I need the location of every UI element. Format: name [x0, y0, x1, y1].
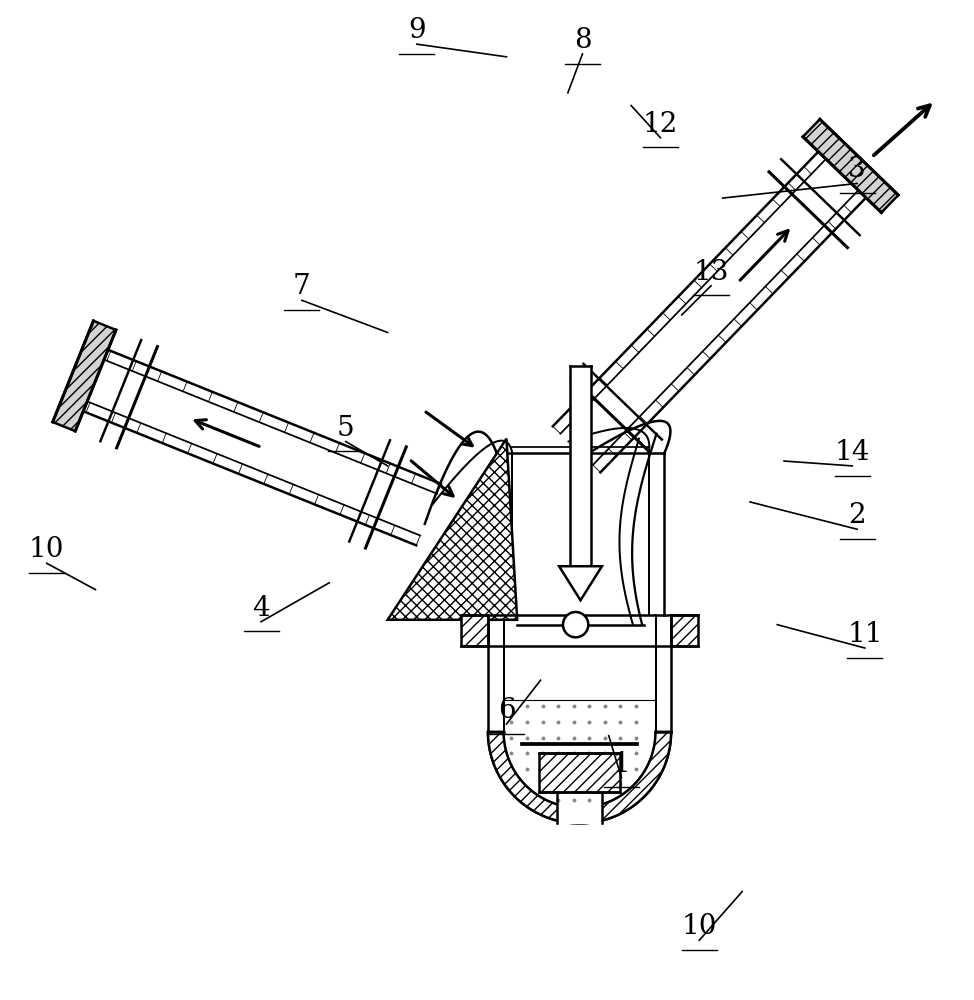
Polygon shape	[488, 615, 671, 732]
Text: 10: 10	[682, 913, 717, 940]
Polygon shape	[539, 753, 620, 792]
Text: 1: 1	[613, 751, 630, 778]
Bar	[539, 753, 620, 792]
Text: 12: 12	[643, 111, 678, 138]
Text: 10: 10	[29, 536, 64, 563]
Text: 6: 6	[498, 697, 515, 724]
Polygon shape	[461, 615, 698, 646]
Text: 4: 4	[252, 595, 270, 622]
Polygon shape	[488, 732, 671, 823]
Text: 2: 2	[848, 502, 866, 529]
Bar	[461, 615, 488, 646]
Bar	[671, 615, 698, 646]
Polygon shape	[553, 134, 882, 472]
Circle shape	[563, 612, 588, 637]
Text: 8: 8	[574, 27, 591, 54]
Polygon shape	[559, 566, 602, 600]
Polygon shape	[53, 321, 116, 431]
Polygon shape	[557, 792, 602, 823]
Text: 3: 3	[848, 156, 866, 183]
Text: 14: 14	[835, 439, 870, 466]
Polygon shape	[388, 439, 517, 620]
Text: 7: 7	[293, 273, 311, 300]
Polygon shape	[570, 366, 591, 566]
Polygon shape	[488, 732, 671, 823]
Polygon shape	[60, 341, 441, 545]
Text: 5: 5	[337, 415, 355, 442]
Text: 13: 13	[693, 259, 729, 286]
Text: 9: 9	[408, 17, 426, 44]
Polygon shape	[803, 119, 898, 213]
Text: 11: 11	[847, 621, 882, 648]
Polygon shape	[497, 453, 664, 615]
